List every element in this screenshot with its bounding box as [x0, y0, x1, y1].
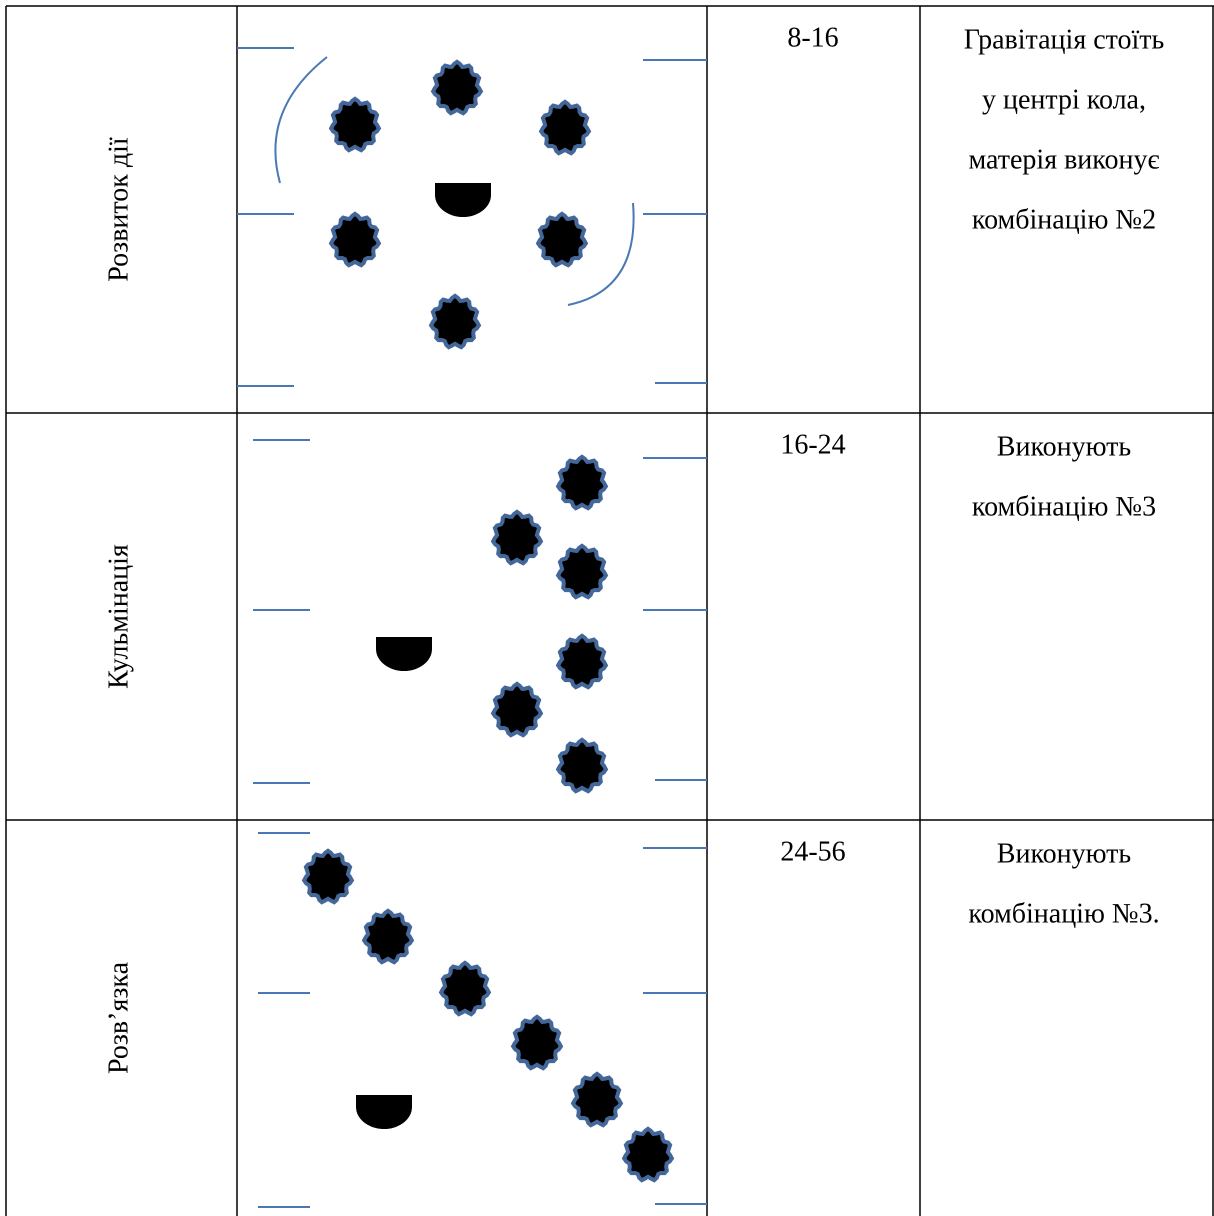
- description-line: у центрі кола,: [982, 84, 1146, 115]
- dancer: [558, 546, 606, 597]
- dancer: [558, 457, 606, 508]
- time-range: 8-16: [787, 22, 838, 53]
- gravity: [356, 1095, 412, 1129]
- stage-label: Розвиток дії: [103, 137, 134, 282]
- description-line: комбінацію №3: [972, 491, 1156, 522]
- description-line: матерія виконує: [969, 144, 1160, 175]
- arc: [275, 57, 327, 183]
- stage-label: Розв’язка: [103, 961, 134, 1074]
- dancer: [538, 214, 586, 265]
- description-line: Виконують: [997, 838, 1131, 869]
- time-range: 24-56: [780, 836, 845, 867]
- dancer: [431, 296, 479, 347]
- description-line: комбінацію №2: [972, 204, 1156, 235]
- document-table: Розвиток дії 8-16 Гравітація стоїть у центр…: [0, 0, 1214, 1216]
- dancer: [304, 851, 352, 902]
- dancer: [573, 1074, 621, 1125]
- description-line: Виконують: [997, 431, 1131, 462]
- dancer: [541, 102, 589, 153]
- dancer: [513, 1017, 561, 1068]
- description-line: Гравітація стоїть: [964, 24, 1165, 55]
- dancer: [558, 636, 606, 687]
- dancer: [331, 214, 379, 265]
- description-line: комбінацію №3.: [968, 898, 1159, 929]
- dancer: [441, 963, 489, 1014]
- gravity: [435, 183, 491, 217]
- dancer: [331, 99, 379, 150]
- gravity: [376, 637, 432, 671]
- dancer: [624, 1129, 672, 1180]
- dancer: [493, 512, 541, 563]
- dancer: [364, 911, 412, 962]
- stage-label: Кульмінація: [103, 544, 134, 689]
- table-grid: [6, 6, 1214, 1216]
- dancer: [493, 684, 541, 735]
- page: Розвиток дії 8-16 Гравітація стоїть у центр…: [0, 0, 1214, 1216]
- dancer: [433, 62, 481, 113]
- dancer: [558, 740, 606, 791]
- time-range: 16-24: [780, 429, 845, 460]
